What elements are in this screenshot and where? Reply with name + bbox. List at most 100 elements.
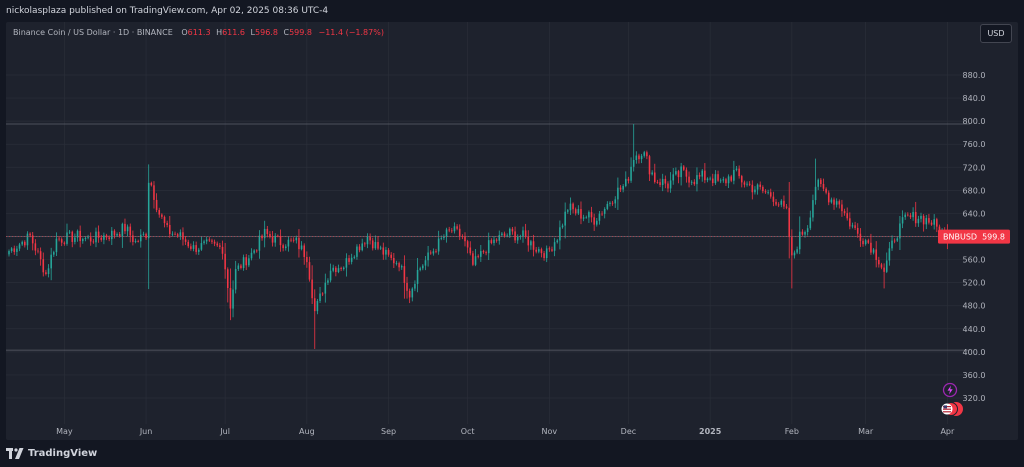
candle [775, 198, 777, 206]
candle [648, 154, 651, 182]
candle-body [248, 258, 250, 266]
candle-body [200, 243, 203, 250]
candle [798, 216, 801, 255]
candle-body [18, 244, 21, 249]
candle-body [142, 233, 145, 235]
candle-body [287, 239, 290, 247]
chart-panel[interactable]: 880.0840.0800.0760.0720.0680.0640.0600.0… [6, 22, 1018, 440]
candle [21, 240, 23, 246]
candle [509, 227, 511, 238]
candle [893, 238, 896, 244]
candle [593, 213, 595, 231]
candle [437, 230, 440, 255]
candle [340, 266, 342, 272]
price-tag-background [938, 229, 1010, 244]
candle-body [111, 230, 113, 240]
candle-body [580, 209, 582, 219]
footer-brand[interactable]: TradingView [28, 448, 98, 459]
candle-body [76, 230, 79, 238]
candle-body [543, 253, 545, 259]
candle-body [424, 260, 427, 266]
candle-body [308, 262, 311, 280]
candle [535, 247, 537, 254]
candle-body [509, 228, 511, 236]
candle-body [585, 217, 588, 219]
candle [274, 233, 277, 247]
candle [453, 222, 456, 234]
currency-button[interactable]: USD [980, 24, 1012, 43]
candle-body [780, 200, 783, 205]
candle [129, 223, 132, 243]
x-axis-tick-label: May [56, 427, 73, 436]
candle [200, 236, 203, 251]
publish-text: nickolasplaza published on TradingView.c… [6, 6, 329, 16]
candle-body [651, 172, 653, 175]
candle [277, 234, 279, 238]
candle [933, 214, 935, 230]
candle-body [474, 256, 477, 265]
x-axis-tick-label: Feb [785, 427, 799, 436]
candle-body [893, 240, 896, 242]
candle-body [646, 152, 648, 157]
candle-body [804, 232, 806, 235]
candle [448, 226, 450, 233]
candle [300, 241, 303, 251]
candle [327, 278, 329, 285]
candle-body [480, 251, 482, 257]
candle-body [851, 225, 854, 227]
change-value: −11.4 (−1.87%) [318, 28, 384, 37]
us-flag-icon[interactable] [941, 402, 963, 416]
candle [495, 238, 498, 243]
candle [229, 268, 232, 321]
tradingview-logo-icon[interactable] [6, 448, 24, 459]
candle [335, 266, 337, 277]
candle [387, 247, 390, 257]
candle [930, 220, 933, 226]
candle [171, 231, 174, 237]
candle [271, 231, 274, 247]
price-chart[interactable]: 880.0840.0800.0760.0720.0680.0640.0600.0… [6, 22, 1018, 440]
candle-body [464, 236, 466, 242]
candle [806, 225, 809, 236]
candle [31, 231, 34, 251]
candle-body [263, 228, 266, 239]
candle [709, 176, 711, 181]
x-axis-tick-label: Apr [940, 427, 955, 436]
candle-body [885, 260, 888, 272]
candle-body [100, 237, 103, 240]
lightning-icon[interactable] [942, 382, 958, 398]
candle-body [416, 269, 419, 284]
candle [353, 255, 356, 260]
candle-body [635, 155, 638, 161]
candle-body [619, 187, 622, 190]
candle [237, 263, 240, 271]
candle-body [548, 248, 551, 250]
footer: TradingView [0, 440, 1024, 467]
candle-body [606, 203, 609, 209]
candle-body [92, 241, 95, 243]
candle-body [806, 228, 809, 233]
candle-body [603, 208, 606, 214]
candle [511, 227, 514, 235]
candle-body [445, 229, 448, 237]
candle [859, 228, 862, 247]
candle-body [706, 178, 709, 181]
candle-body [429, 252, 432, 254]
candle-body [60, 239, 63, 243]
candle [685, 167, 688, 183]
x-axis-tick-label: Aug [299, 427, 315, 436]
candle-body [371, 240, 374, 249]
candle-body [21, 241, 23, 245]
candle-body [572, 203, 574, 210]
candle [390, 252, 392, 261]
candle [822, 178, 825, 192]
candle [66, 223, 68, 246]
candle [846, 207, 848, 221]
candle-body [698, 175, 701, 177]
candle [192, 241, 195, 252]
candle-body [250, 252, 253, 259]
candle [403, 255, 406, 299]
symbol-description[interactable]: Binance Coin / US Dollar · 1D · BINANCE [13, 28, 173, 37]
candle-body [925, 218, 928, 225]
candle [762, 185, 764, 194]
